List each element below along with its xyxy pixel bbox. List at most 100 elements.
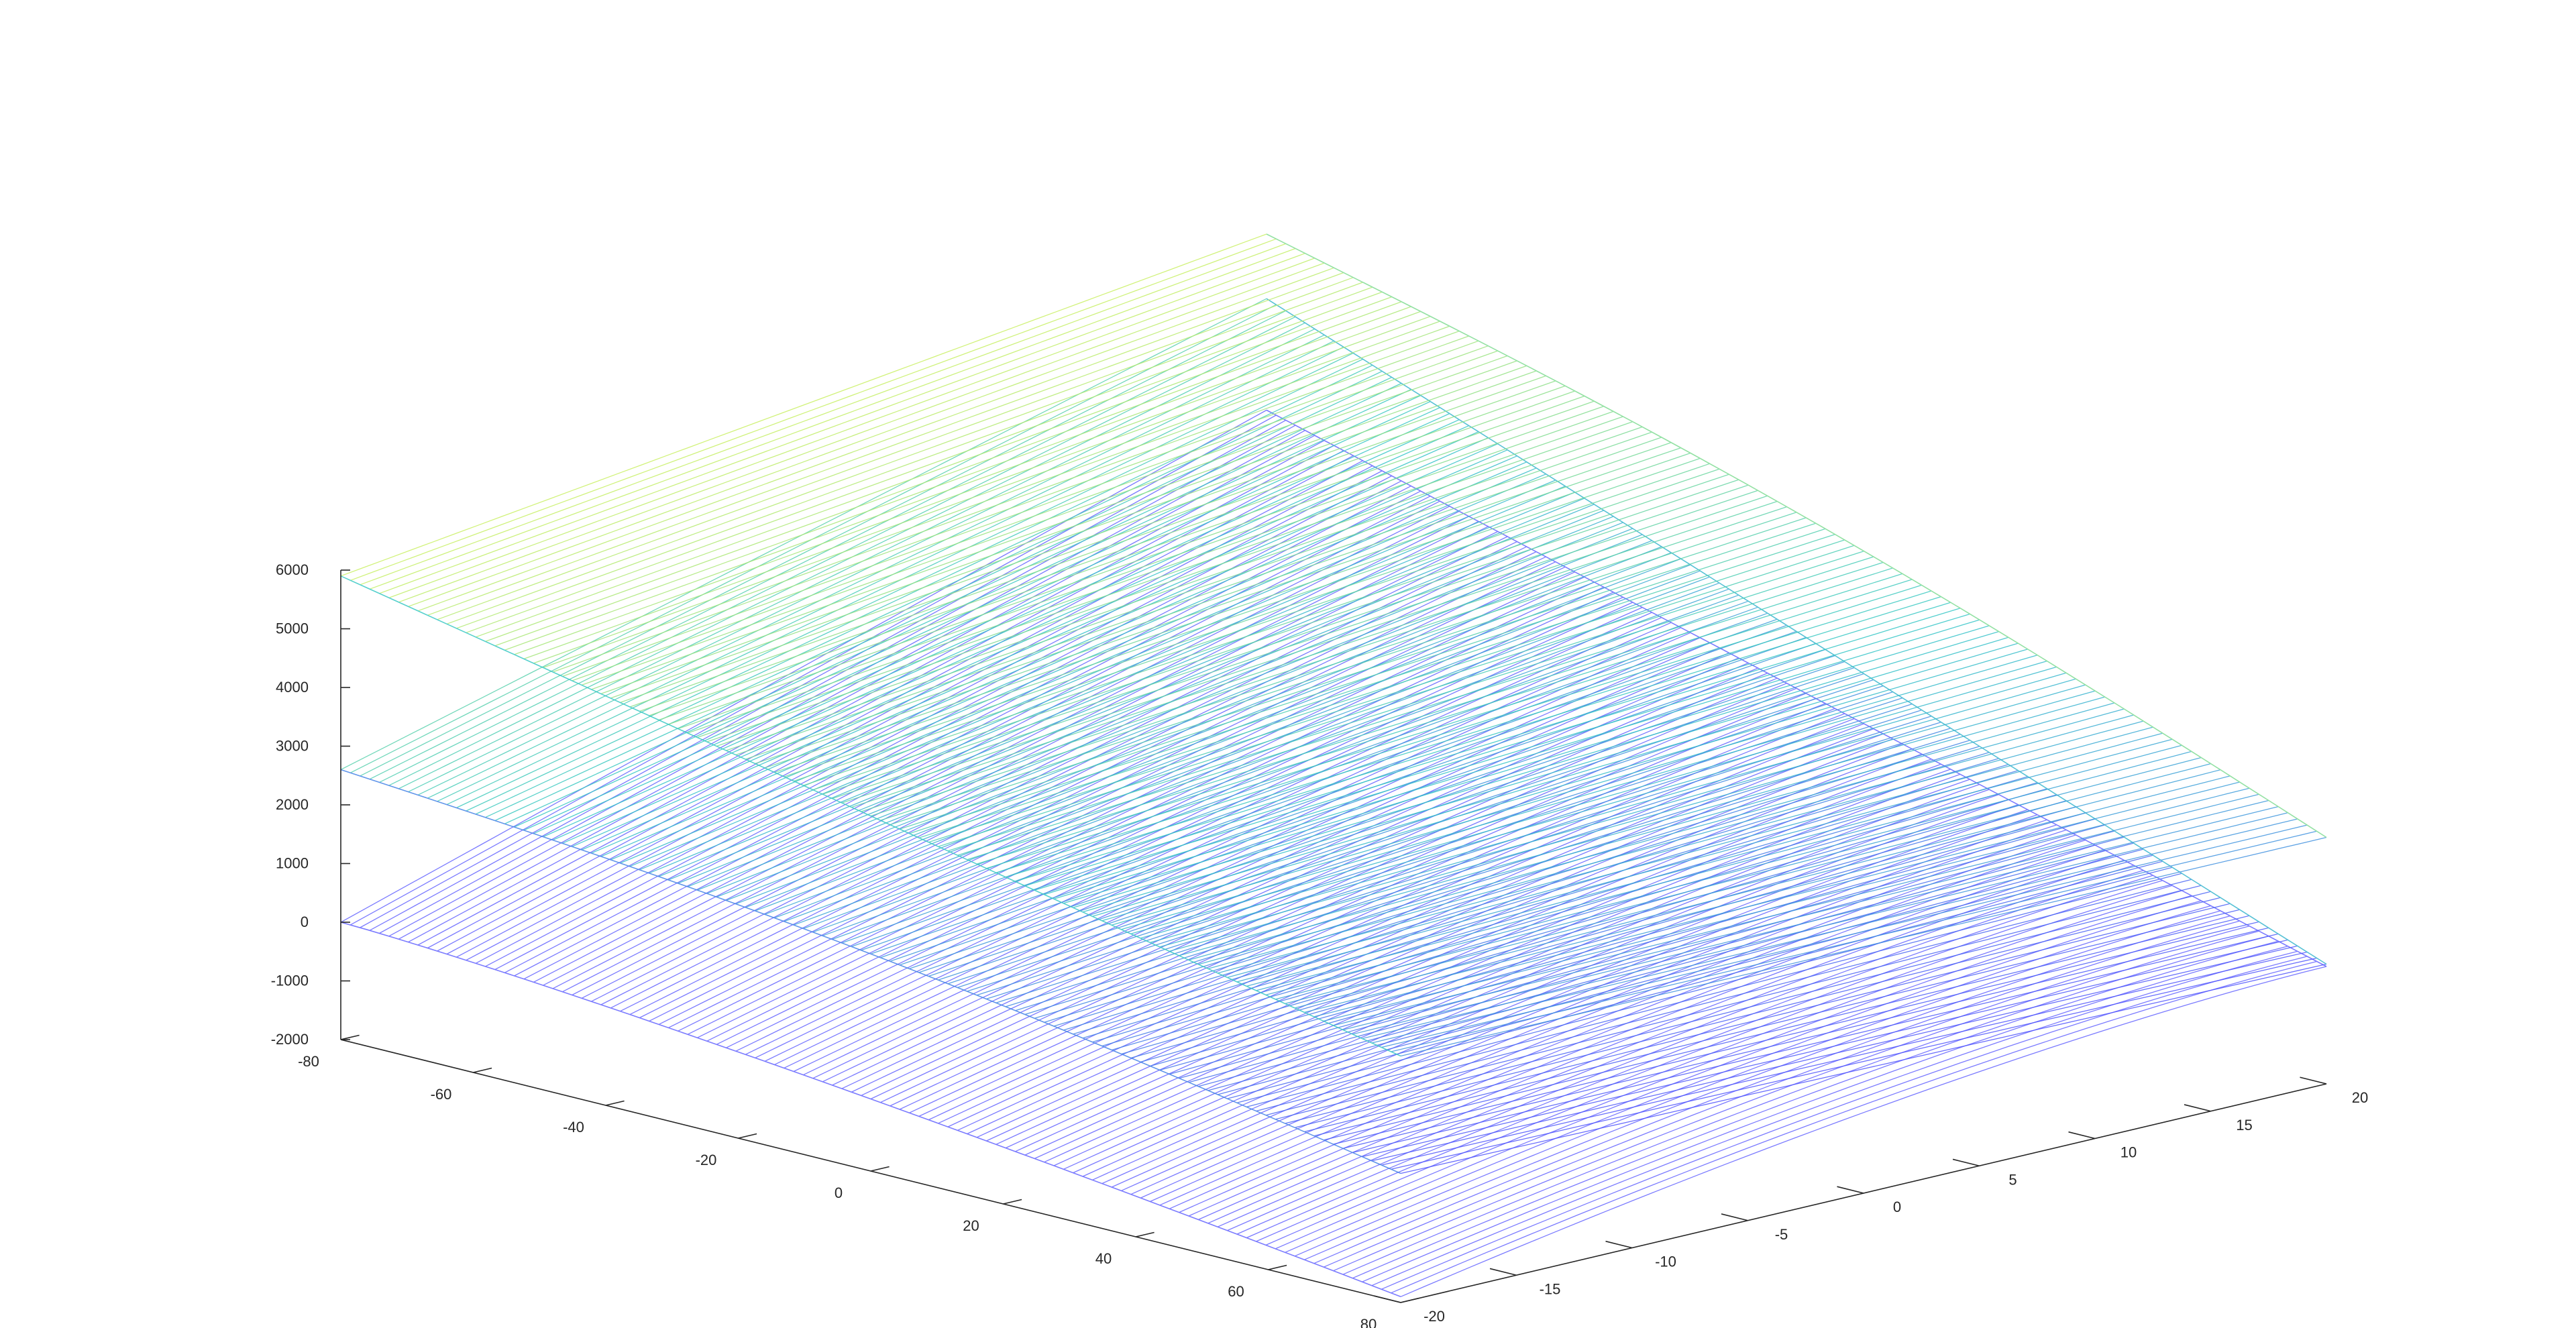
mesh-line: [1285, 905, 2211, 1253]
mesh-line: [1092, 643, 2019, 917]
mesh-line: [466, 475, 1392, 961]
mesh-line: [726, 540, 1652, 901]
mesh-line: [735, 546, 1662, 905]
mesh-line: [784, 576, 1710, 922]
mesh-line: [890, 643, 1816, 962]
mesh-line: [1362, 812, 2288, 1040]
mesh-line: [1053, 619, 1980, 899]
mesh-line: [485, 306, 1411, 643]
z-tick-label: 4000: [276, 679, 309, 696]
mesh-line: [1034, 608, 1961, 891]
mesh-edge: [1266, 298, 2327, 965]
mesh-line: [1073, 758, 1999, 1035]
mesh-line: [1400, 836, 2327, 1057]
mesh-line: [764, 632, 1691, 1062]
mesh-line: [841, 612, 1768, 944]
mesh-line: [1111, 782, 2038, 1051]
mesh-line: [427, 277, 1354, 616]
mesh-line: [832, 606, 1758, 940]
mesh-line: [1285, 763, 2211, 1005]
y-tick-label: 20: [2352, 1089, 2368, 1106]
mesh-line: [774, 637, 1701, 1065]
mesh-line: [620, 375, 1546, 704]
mesh-line: [928, 545, 1855, 843]
x-tick-label: -20: [696, 1152, 717, 1168]
mesh-line: [562, 437, 1489, 844]
mesh-line: [1256, 890, 2182, 1242]
mesh-line: [735, 437, 1662, 756]
mesh-line: [880, 637, 1807, 958]
y-tick-mark: [1721, 1213, 1748, 1221]
z-tick-label: 5000: [276, 620, 309, 637]
mesh-line: [909, 655, 1835, 969]
x-tick-label: -40: [563, 1119, 584, 1136]
x-tick-label: 60: [1228, 1283, 1244, 1300]
mesh-line: [523, 506, 1450, 980]
mesh-line: [398, 440, 1325, 940]
lower-surface-mesh: [340, 409, 2327, 1298]
mesh-line: [658, 395, 1585, 721]
mesh-line: [1140, 672, 2067, 939]
mesh-line: [706, 421, 1633, 742]
mesh-line: [1121, 819, 2047, 1191]
mesh-line: [350, 238, 1277, 581]
mesh-line: [1313, 920, 2240, 1264]
x-tick-mark: [340, 1034, 360, 1040]
mesh-line: [1381, 824, 2308, 1048]
mesh-line: [957, 561, 1884, 856]
mesh-line: [861, 683, 1787, 1096]
mesh-line: [1227, 726, 2153, 979]
mesh-line: [1005, 759, 1932, 1149]
mesh-line: [832, 490, 1758, 799]
mesh-line: [1169, 818, 2096, 1075]
mesh-line: [456, 291, 1383, 629]
mesh-line: [581, 449, 1508, 850]
x-tick-label: 80: [1360, 1316, 1377, 1328]
mesh-line: [1073, 793, 1999, 1174]
mesh-line: [408, 267, 1334, 607]
x-tick-label: -60: [431, 1086, 452, 1103]
mesh-line: [1391, 960, 2317, 1294]
x-tick-label: -80: [298, 1053, 319, 1070]
mesh-line: [581, 355, 1508, 686]
mesh-line: [947, 556, 1874, 852]
mesh-line: [1034, 734, 1961, 1019]
mesh-line: [745, 622, 1672, 1055]
mesh-line: [996, 753, 1922, 1145]
mesh-line: [726, 612, 1652, 1048]
mesh-line: [774, 457, 1701, 773]
mesh-line: [437, 282, 1363, 620]
plot-axes: -2000-10000100020003000400050006000-80-6…: [271, 561, 2369, 1328]
mesh-line: [1217, 848, 2144, 1095]
mesh-line: [1073, 630, 1999, 908]
mesh-line: [610, 551, 1537, 1009]
mesh-line: [1005, 590, 1932, 878]
x-tick-mark: [605, 1100, 625, 1106]
mesh-line: [851, 677, 1778, 1093]
mesh-line: [552, 340, 1479, 673]
mesh-line: [388, 258, 1316, 598]
x-tick-mark: [738, 1133, 757, 1139]
mesh-line: [1285, 891, 2211, 1124]
mesh-line: [629, 561, 1556, 1015]
mesh-line: [1294, 769, 2221, 1009]
y-tick-label: -15: [1540, 1280, 1561, 1297]
mesh-line: [851, 618, 1778, 947]
mesh-line: [591, 360, 1517, 690]
mesh-line: [967, 567, 1893, 861]
mesh-line: [427, 455, 1354, 949]
mesh-line: [861, 624, 1787, 951]
mesh-line: [784, 642, 1710, 1068]
mesh-line: [379, 253, 1305, 594]
mesh-line: [466, 296, 1392, 633]
mesh-line: [1159, 812, 2086, 1071]
x-tick-label: 40: [1095, 1250, 1112, 1267]
mesh-line: [880, 693, 1807, 1103]
mesh-line: [562, 345, 1489, 677]
mesh-line: [1208, 865, 2134, 1224]
mesh-line: [639, 486, 1566, 871]
mesh-line: [610, 370, 1537, 699]
mesh-line: [996, 584, 1922, 873]
mesh-line: [456, 470, 1383, 958]
mesh-line: [1024, 602, 1951, 887]
